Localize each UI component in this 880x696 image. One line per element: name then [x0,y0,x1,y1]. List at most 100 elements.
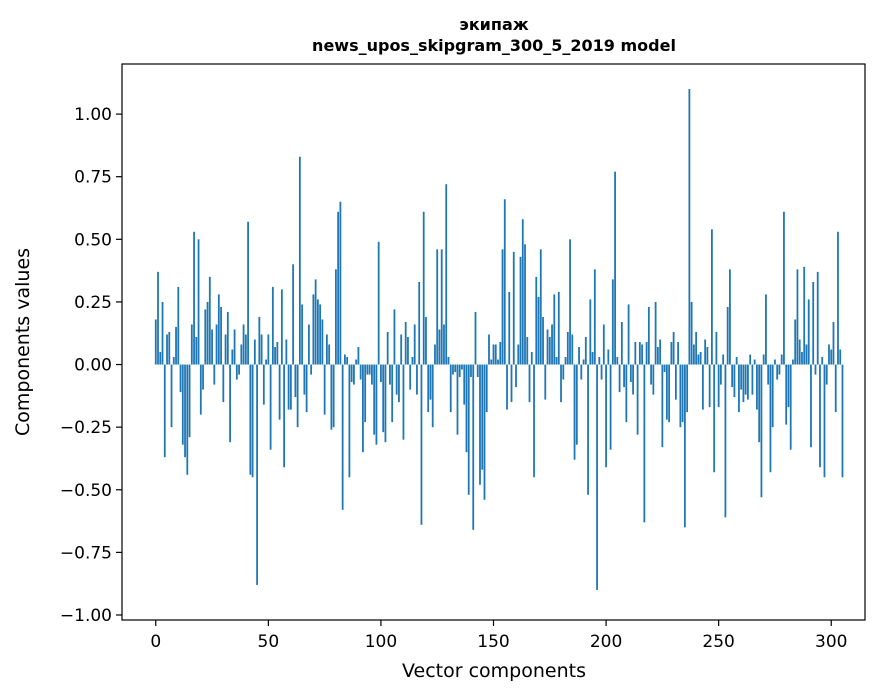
bar-16 [190,324,193,365]
bar-57 [283,364,286,468]
bar-182 [564,357,567,365]
bar-258 [735,357,738,365]
bar-49 [265,359,267,365]
bar-24 [208,276,211,365]
bar-70 [312,294,315,365]
bar-173 [544,364,547,400]
x-tick-label: 200 [590,632,622,652]
bar-65 [301,304,304,365]
bar-158 [510,364,513,403]
bar-230 [672,331,675,365]
bar-269 [760,364,763,498]
bar-22 [204,309,207,365]
bar-304 [839,349,842,365]
bar-161 [517,344,520,365]
bar-71 [314,279,317,365]
bar-79 [332,364,335,428]
bar-180 [560,364,562,403]
bar-41 [247,221,249,365]
bar-162 [519,256,522,365]
bar-127 [440,249,443,365]
bar-289 [805,344,808,365]
bar-107 [395,364,398,395]
bar-165 [526,336,529,365]
bar-134 [456,364,459,435]
bar-128 [443,324,445,365]
bar-160 [515,364,517,388]
bar-259 [738,364,740,413]
bar-106 [393,309,396,365]
bar-110 [402,364,405,440]
bar-94 [366,364,369,375]
bar-10 [177,286,180,365]
bar-245 [706,347,709,365]
bar-290 [807,299,810,365]
y-tick-label: 0.50 [74,230,112,250]
bar-169 [535,276,538,365]
bar-89 [355,359,358,365]
bar-27 [215,324,218,365]
bar-139 [467,364,470,495]
bar-305 [841,364,844,478]
bar-64 [298,156,301,365]
y-tick-label: −0.25 [60,418,112,438]
bar-34 [231,349,234,365]
bar-285 [796,269,799,365]
bar-164 [524,244,526,365]
bar-61 [292,264,295,365]
bar-153 [499,342,502,365]
x-tick-label: 150 [477,632,509,652]
bar-224 [659,339,662,365]
bar-91 [359,364,362,380]
bar-200 [605,364,607,468]
bar-21 [202,364,204,390]
bar-15 [188,364,191,438]
bar-114 [411,357,414,365]
bar-140 [470,364,472,378]
bar-266 [753,359,756,365]
bar-281 [787,364,790,408]
bar-103 [386,331,389,365]
bar-100 [380,364,382,383]
bar-53 [274,347,276,365]
bar-194 [591,352,594,365]
bar-261 [742,364,745,403]
bar-102 [384,364,387,443]
bar-8 [172,357,175,365]
bar-45 [256,364,258,585]
bar-250 [717,364,720,408]
bar-238 [690,301,693,365]
bar-77 [328,344,331,365]
bar-66 [303,364,306,395]
bar-11 [179,364,182,393]
bar-191 [584,336,587,365]
bar-50 [267,334,270,365]
bar-275 [774,359,776,365]
bar-205 [616,357,619,365]
bar-272 [767,364,770,385]
bar-236 [686,364,689,413]
bar-88 [353,364,355,385]
bar-46 [258,316,261,365]
bar-176 [551,324,553,365]
bar-184 [569,239,571,365]
bar-43 [251,364,254,478]
bar-241 [697,354,700,365]
x-tick-label: 0 [150,632,161,652]
bar-220 [650,364,653,385]
bar-125 [436,249,439,365]
bar-242 [699,352,702,365]
bar-9 [175,326,177,365]
bar-233 [679,364,682,428]
bar-42 [249,364,252,475]
bar-203 [611,279,614,365]
bar-30 [222,364,225,403]
bar-74 [321,319,324,365]
bar-111 [404,321,407,365]
bar-5 [166,334,168,365]
bar-33 [229,364,231,443]
bar-51 [269,364,272,450]
bar-286 [798,339,801,365]
bar-101 [382,364,385,433]
bar-218 [645,342,648,365]
